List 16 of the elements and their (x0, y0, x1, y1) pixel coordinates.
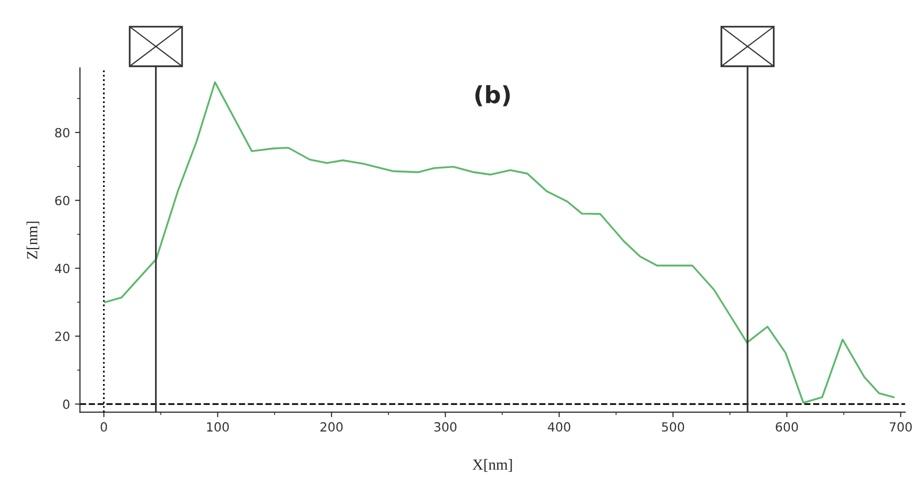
x-tick-label: 0 (100, 422, 108, 432)
x-tick-label: 100 (207, 422, 229, 432)
text: (b) (475, 85, 510, 106)
y-tick-label: 40 (54, 264, 70, 274)
x-axis-title: X[nm] (472, 459, 512, 472)
x-tick-label: 200 (320, 422, 343, 432)
y-tick-label: 20 (55, 332, 70, 342)
x-tick-label: 600 (776, 422, 798, 432)
y-axis-title: Z[nm] (26, 222, 40, 259)
x-tick-label: 300 (434, 422, 456, 432)
y-tick-label: 80 (55, 128, 70, 138)
x-tick-label: 700 (890, 422, 912, 432)
x-tick-label: 500 (662, 422, 684, 432)
y-tick-label: 0 (63, 400, 70, 410)
x-tick-label: 400 (548, 422, 570, 432)
y-tick-label: 60 (55, 196, 70, 206)
